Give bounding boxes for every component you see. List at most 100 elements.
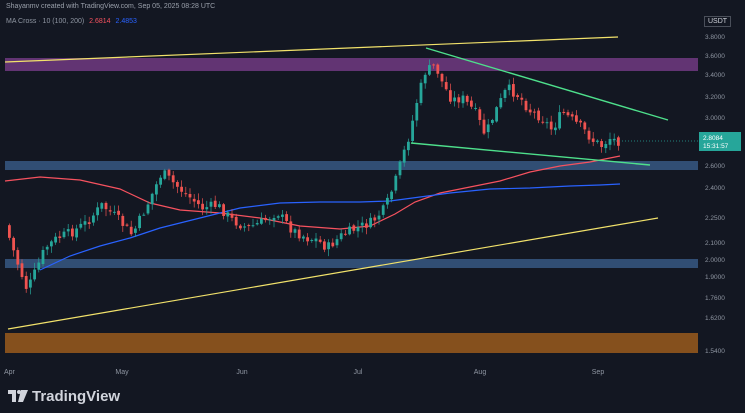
candle-body xyxy=(260,218,263,224)
candle-body xyxy=(612,138,616,141)
candle-body xyxy=(142,214,146,216)
candle-body xyxy=(12,237,15,251)
tradingview-logo: TradingView xyxy=(8,386,120,406)
candle-body xyxy=(230,213,234,218)
candle-body xyxy=(138,215,141,229)
candle-body xyxy=(16,250,20,265)
candle-body xyxy=(192,198,196,202)
candle-body xyxy=(327,242,330,250)
current-price-label: 2.8084 xyxy=(703,135,723,142)
candle-body xyxy=(66,229,70,232)
candle-body xyxy=(503,89,507,98)
candle-body xyxy=(104,202,108,210)
price-axis-label: 3.0000 xyxy=(705,115,725,122)
candle-body xyxy=(541,121,545,123)
candle-body xyxy=(486,124,490,133)
candle-body xyxy=(440,73,444,82)
time-axis-label: Apr xyxy=(4,369,16,376)
candle-body xyxy=(398,161,402,176)
candle-body xyxy=(575,115,578,122)
indicator-value-fast: 2.6814 xyxy=(89,18,111,25)
candle-body xyxy=(386,197,389,205)
candle-body xyxy=(289,221,293,233)
candlestick-series xyxy=(8,59,620,295)
candle-body xyxy=(251,225,255,227)
candle-body xyxy=(453,97,456,102)
time-axis-label: May xyxy=(115,369,129,376)
candle-body xyxy=(423,74,427,84)
candle-body xyxy=(436,64,440,74)
supply-zone xyxy=(5,58,698,71)
candle-body xyxy=(352,225,356,231)
ma-slow-line xyxy=(39,183,621,271)
candle-body xyxy=(570,114,574,117)
price-axis-label: 2.6000 xyxy=(705,163,725,170)
price-axis-label: 3.2000 xyxy=(705,94,725,101)
candle-body xyxy=(491,119,494,123)
candle-body xyxy=(566,112,570,116)
candle-body xyxy=(579,120,582,123)
candle-body xyxy=(457,97,461,103)
candle-body xyxy=(545,122,549,124)
candle-body xyxy=(369,217,372,228)
candle-body xyxy=(54,236,57,243)
candle-body xyxy=(583,122,587,130)
candle-body xyxy=(268,219,272,221)
candle-body xyxy=(302,236,305,239)
candle-body xyxy=(344,233,347,235)
candle-body xyxy=(562,111,566,113)
candle-body xyxy=(117,210,120,215)
chart-caption: Shayanmv created with TradingView.com, S… xyxy=(6,3,216,10)
candle-body xyxy=(188,193,192,198)
candle-body xyxy=(37,262,41,270)
candle-body xyxy=(113,211,116,213)
wedge-lower-line[interactable] xyxy=(410,142,651,166)
brand-text: TradingView xyxy=(32,387,121,405)
candle-body xyxy=(218,204,221,208)
candle-body xyxy=(507,84,511,91)
candle-body xyxy=(474,107,477,109)
channel-lower-line[interactable] xyxy=(7,217,659,330)
candle-body xyxy=(33,269,36,280)
candle-body xyxy=(512,84,515,97)
candle-body xyxy=(255,223,259,225)
candle-body xyxy=(554,127,557,131)
candle-body xyxy=(222,204,225,216)
price-axis-label: 2.0000 xyxy=(705,257,725,264)
candle-body xyxy=(276,216,280,218)
candle-body xyxy=(617,137,620,146)
indicator-legend[interactable]: MA Cross · 10 (100, 200) 2.6814 2.4853 xyxy=(6,18,137,28)
currency-label[interactable]: USDT xyxy=(704,16,732,27)
candle-body xyxy=(264,217,267,221)
candle-body xyxy=(50,241,53,247)
channel-upper-line[interactable] xyxy=(4,36,619,63)
candle-body xyxy=(331,242,335,247)
indicator-value-slow: 2.4853 xyxy=(115,18,137,25)
candle-body xyxy=(381,205,385,215)
candle-body xyxy=(377,215,381,220)
tradingview-logo-icon xyxy=(8,390,28,402)
price-axis-label: 2.2500 xyxy=(705,215,725,222)
candle-body xyxy=(79,223,83,228)
candle-body xyxy=(360,222,364,226)
candle-body xyxy=(558,112,561,129)
candle-body xyxy=(155,184,158,195)
candle-body xyxy=(167,169,171,176)
price-axis[interactable]: 3.8000 3.6000 3.4000 3.2000 3.0000 2.6000 2.40… xyxy=(705,34,725,355)
time-axis[interactable]: Apr May Jun Jul Aug Sep xyxy=(4,369,604,376)
candle-body xyxy=(226,212,230,217)
candle-body xyxy=(239,225,242,229)
time-axis-label: Jun xyxy=(236,369,247,376)
candle-body xyxy=(587,130,591,140)
wedge-upper-line[interactable] xyxy=(425,47,669,121)
candle-body xyxy=(150,193,154,205)
price-axis-label: 2.1000 xyxy=(705,240,725,247)
candle-body xyxy=(108,210,112,212)
candle-body xyxy=(478,109,482,120)
price-axis-label: 1.7600 xyxy=(705,295,725,302)
candle-body xyxy=(45,246,49,250)
candle-body xyxy=(180,186,183,192)
candle-body xyxy=(8,225,11,238)
candle-body xyxy=(41,249,45,265)
